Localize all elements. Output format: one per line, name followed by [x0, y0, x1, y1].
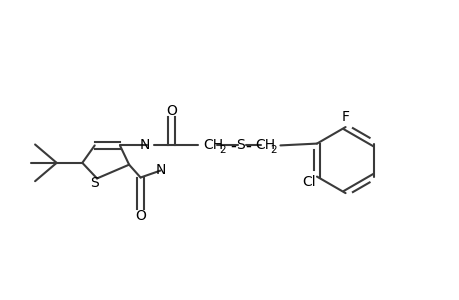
Text: O: O	[166, 103, 176, 118]
Text: S: S	[235, 138, 244, 152]
Text: -: -	[245, 136, 251, 154]
Text: O: O	[135, 208, 146, 223]
Text: 2: 2	[218, 145, 225, 155]
Text: N: N	[156, 163, 166, 177]
Text: Cl: Cl	[301, 175, 315, 189]
Text: F: F	[341, 110, 349, 124]
Text: CH: CH	[254, 138, 274, 152]
Text: N: N	[139, 138, 150, 152]
Text: S: S	[90, 176, 99, 190]
Text: -: -	[230, 136, 236, 154]
Text: 2: 2	[270, 145, 276, 155]
Text: CH: CH	[203, 138, 223, 152]
